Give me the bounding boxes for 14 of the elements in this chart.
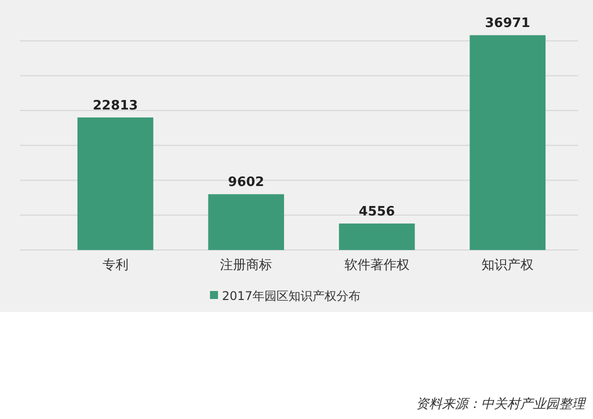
x-tick-label: 知识产权	[482, 257, 534, 272]
x-tick-label: 软件著作权	[344, 257, 410, 272]
data-label: 9602	[228, 175, 264, 190]
bar	[338, 224, 415, 250]
bar	[470, 35, 546, 250]
bar	[77, 117, 154, 250]
legend-label: 2017年园区知识产权分布	[222, 289, 361, 303]
data-label: 22813	[92, 98, 138, 114]
text: 资料来源：中关村产业园整理	[416, 397, 587, 412]
data-label: 4556	[358, 204, 395, 220]
bar	[208, 194, 284, 250]
x-tick-label: 注册商标	[220, 257, 272, 272]
data-label: 36971	[485, 16, 530, 32]
x-tick-label: 专利	[102, 257, 128, 272]
